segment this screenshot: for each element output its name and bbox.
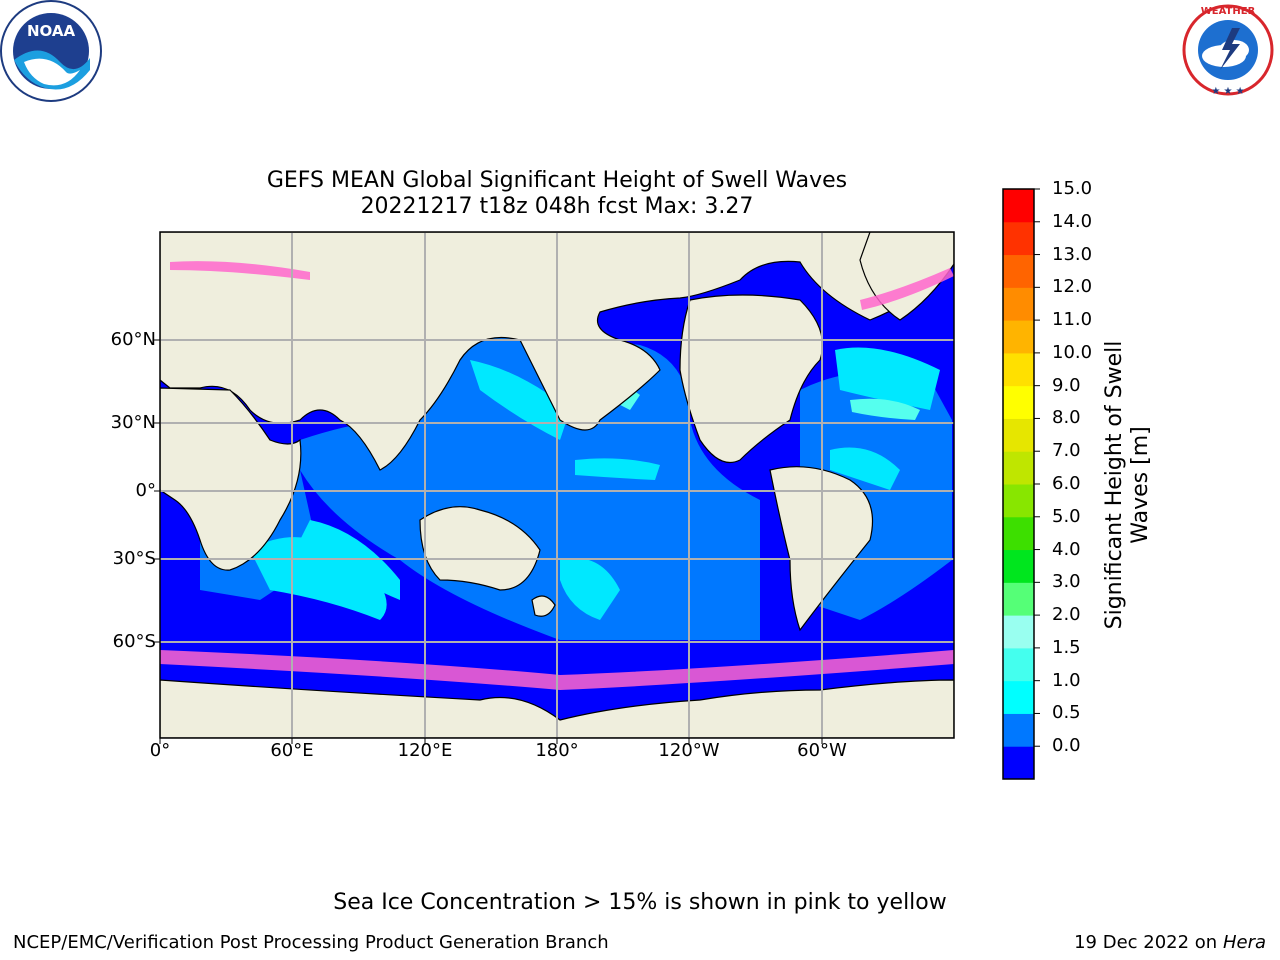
colorbar-tick-label-13: 2.0 <box>1052 604 1081 626</box>
colorbar-segment-5 <box>1003 582 1034 616</box>
lon-label-0: 0° <box>149 740 171 761</box>
colorbar-segment-17 <box>1003 189 1034 223</box>
lon-label-120e: 120°E <box>397 740 453 761</box>
colorbar-segment-2 <box>1003 680 1034 714</box>
colorbar-tick-label-11: 4.0 <box>1052 538 1081 560</box>
lon-label-180: 180° <box>535 740 579 761</box>
noaa-logo: NOAA <box>0 0 102 102</box>
colorbar-tick-label-0: 15.0 <box>1052 178 1093 199</box>
map-ticks <box>154 339 823 744</box>
lon-label-60e: 60°E <box>270 740 314 761</box>
colorbar-segment-16 <box>1003 221 1034 256</box>
colorbar-tick-label-9: 6.0 <box>1052 473 1081 494</box>
colorbar-segment-0 <box>1003 746 1034 780</box>
sea-ice-note: Sea Ice Concentration > 15% is shown in … <box>333 890 947 915</box>
colorbar-tick-label-4: 11.0 <box>1052 309 1093 331</box>
colorbar-tick-label-3: 12.0 <box>1052 276 1093 298</box>
colorbar-segment-10 <box>1003 418 1034 452</box>
lat-label-0: 0° <box>135 480 156 501</box>
lat-label-30s: 30°S <box>112 548 156 569</box>
svg-text:★ ★ ★: ★ ★ ★ <box>1211 86 1244 97</box>
sea-ice-bands <box>160 261 954 690</box>
colorbar-label: Significant Height of Swell Waves [m] <box>1102 340 1153 630</box>
noaa-logo-text: NOAA <box>27 22 76 40</box>
colorbar-tick-label-7: 8.0 <box>1052 407 1081 429</box>
chart-title: GEFS MEAN Global Significant Height of S… <box>266 168 848 193</box>
colorbar-segment-9 <box>1003 451 1034 485</box>
colorbar-tick-label-15: 1.0 <box>1052 669 1081 691</box>
date-stamp: 19 Dec 2022 on Hera <box>1074 932 1266 953</box>
colorbar <box>1002 188 1040 780</box>
lon-label-60w: 60°W <box>797 740 847 761</box>
colorbar-segment-4 <box>1003 615 1034 649</box>
colorbar-tick-label-12: 3.0 <box>1052 571 1081 593</box>
chart-subtitle: 20221217 t18z 048h fcst Max: 3.27 <box>360 194 754 219</box>
map-gridlines <box>160 232 954 738</box>
credit-line: NCEP/EMC/Verification Post Processing Pr… <box>13 932 609 953</box>
colorbar-tick-label-1: 14.0 <box>1052 210 1093 232</box>
colorbar-segment-11 <box>1003 385 1034 419</box>
date-stamp-host: Hera <box>1222 932 1266 953</box>
lat-label-30n: 30°N <box>110 412 156 433</box>
colorbar-segment-15 <box>1003 254 1034 288</box>
lon-label-120w: 120°W <box>658 740 720 761</box>
colorbar-segment-8 <box>1003 484 1034 518</box>
colorbar-tick-label-5: 10.0 <box>1052 341 1093 363</box>
colorbar-segment-13 <box>1003 320 1034 354</box>
date-stamp-date: 19 Dec 2022 on <box>1074 932 1218 953</box>
nws-logo: WEATHER ★ ★ ★ <box>1182 4 1274 97</box>
colorbar-segment-1 <box>1003 713 1034 747</box>
lat-label-60s: 60°S <box>112 631 156 652</box>
colorbar-segment-3 <box>1003 647 1034 682</box>
svg-text:WEATHER: WEATHER <box>1201 6 1256 17</box>
colorbar-tick-label-10: 5.0 <box>1052 505 1081 527</box>
colorbar-segment-14 <box>1003 287 1034 321</box>
lat-label-60n: 60°N <box>110 329 156 350</box>
colorbar-tick-label-17: 0.0 <box>1052 735 1081 757</box>
colorbar-tick-label-14: 1.5 <box>1052 636 1081 658</box>
colorbar-tick-label-16: 0.5 <box>1052 702 1081 724</box>
colorbar-tick-label-6: 9.0 <box>1052 374 1081 396</box>
colorbar-tick-label-8: 7.0 <box>1052 440 1081 462</box>
colorbar-segment-6 <box>1003 549 1034 583</box>
colorbar-tick-label-2: 13.0 <box>1052 243 1093 265</box>
colorbar-segment-7 <box>1003 516 1034 551</box>
colorbar-segment-12 <box>1003 352 1034 387</box>
